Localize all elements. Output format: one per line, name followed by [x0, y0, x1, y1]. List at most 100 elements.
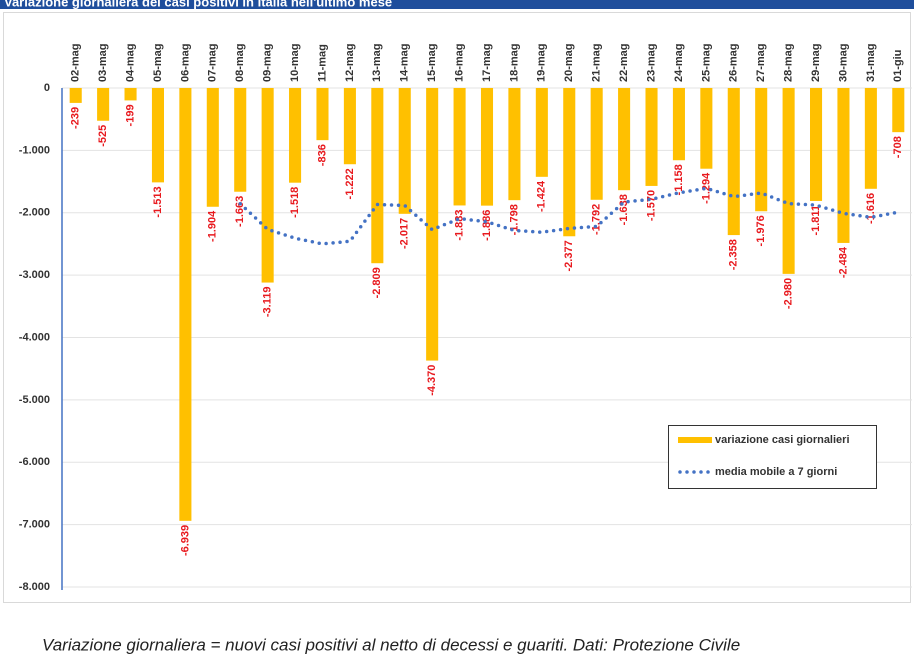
- bar: [371, 88, 384, 264]
- value-label: -836: [316, 144, 328, 166]
- value-label: -2.017: [399, 218, 411, 249]
- x-tick-label: 06-mag: [179, 43, 191, 82]
- value-label: -1.663: [234, 196, 246, 227]
- value-label: -2.484: [837, 246, 849, 278]
- legend-label: variazione casi giornalieri: [715, 434, 850, 446]
- plot-frame: [3, 12, 911, 603]
- x-tick-label: 05-mag: [152, 43, 164, 82]
- value-label: -1.976: [755, 215, 767, 246]
- bar: [700, 88, 713, 169]
- x-tick-label: 03-mag: [97, 43, 109, 82]
- x-tick-label: 04-mag: [124, 43, 136, 82]
- y-tick-label: 0: [44, 82, 50, 94]
- bar: [864, 88, 877, 189]
- x-tick-label: 14-mag: [399, 43, 411, 82]
- value-label: -1.518: [289, 187, 301, 218]
- bar: [837, 88, 850, 243]
- bar: [672, 88, 685, 161]
- bar: [343, 88, 356, 165]
- bar: [618, 88, 631, 191]
- value-label: -1.811: [810, 205, 822, 236]
- bar: [535, 88, 548, 177]
- value-label: -1.792: [591, 204, 603, 235]
- x-tick-label: 08-mag: [234, 43, 246, 82]
- x-tick-label: 07-mag: [207, 43, 219, 82]
- value-label: -1.570: [645, 190, 657, 221]
- x-tick-label: 15-mag: [426, 43, 438, 82]
- value-label: -1.222: [344, 168, 356, 199]
- value-label: -708: [892, 136, 904, 158]
- value-label: -239: [70, 107, 82, 129]
- bar: [316, 88, 329, 141]
- value-label: -525: [97, 125, 109, 147]
- y-tick-label: -1.000: [19, 144, 50, 156]
- x-tick-label: 10-mag: [289, 43, 301, 82]
- chart-title: Variazione giornaliera dei casi positivi…: [4, 0, 392, 9]
- y-tick-label: -8.000: [19, 581, 50, 593]
- x-tick-label: 09-mag: [262, 43, 274, 82]
- x-tick-label: 24-mag: [673, 43, 685, 82]
- legend-box: [668, 425, 877, 489]
- bar: [563, 88, 576, 237]
- y-tick-label: -5.000: [19, 394, 50, 406]
- bar: [234, 88, 247, 192]
- value-label: -6.939: [179, 525, 191, 556]
- x-tick-label: 22-mag: [618, 43, 630, 82]
- bar: [480, 88, 494, 206]
- bar: [206, 88, 219, 207]
- bar: [179, 88, 192, 521]
- x-tick-label: 02-mag: [70, 43, 82, 82]
- value-label: -1.798: [508, 204, 520, 235]
- value-label: -1.513: [152, 186, 164, 217]
- value-label: -1.294: [700, 172, 712, 204]
- x-tick-label: 28-mag: [783, 43, 795, 82]
- bar: [590, 88, 603, 200]
- x-tick-label: 12-mag: [344, 43, 356, 82]
- bar: [97, 88, 110, 121]
- x-tick-label: 17-mag: [481, 43, 493, 82]
- value-label: -1.424: [536, 180, 548, 212]
- x-tick-label: 21-mag: [591, 43, 603, 82]
- x-tick-label: 27-mag: [755, 43, 767, 82]
- bar: [151, 88, 164, 183]
- value-label: -2.809: [371, 267, 383, 298]
- bar: [124, 88, 137, 101]
- value-label: -4.370: [426, 365, 438, 396]
- value-label: -1.886: [481, 210, 493, 241]
- footnote: Variazione giornaliera = nuovi casi posi…: [42, 635, 740, 654]
- bar: [727, 88, 740, 236]
- bar: [645, 88, 658, 186]
- value-label: -2.980: [783, 278, 795, 309]
- bar: [289, 88, 302, 183]
- y-tick-label: -3.000: [19, 269, 50, 281]
- value-label: -1.904: [207, 210, 219, 242]
- x-tick-label: 20-mag: [563, 43, 575, 82]
- x-tick-label: 16-mag: [453, 43, 465, 82]
- bar: [508, 88, 521, 201]
- y-tick-label: -6.000: [19, 456, 50, 468]
- value-label: -3.119: [262, 287, 274, 318]
- bar: [426, 88, 439, 361]
- x-tick-label: 29-mag: [810, 43, 822, 82]
- legend-label: media mobile a 7 giorni: [715, 466, 837, 478]
- value-label: -2.358: [728, 239, 740, 270]
- value-label: -1.883: [453, 209, 465, 240]
- x-tick-label: 13-mag: [371, 43, 383, 82]
- y-tick-label: -4.000: [19, 331, 50, 343]
- x-tick-label: 19-mag: [536, 43, 548, 82]
- x-tick-label: 23-mag: [645, 43, 657, 82]
- bar: [892, 88, 905, 133]
- bar: [755, 88, 768, 212]
- x-tick-label: 18-mag: [508, 43, 520, 82]
- bar: [69, 88, 82, 103]
- legend-swatch: [678, 437, 712, 443]
- value-label: -199: [124, 104, 136, 126]
- value-label: -1.638: [618, 194, 630, 225]
- x-tick-label: 30-mag: [837, 43, 849, 82]
- x-tick-label: 11-mag: [316, 44, 328, 82]
- x-tick-label: 01-giu: [892, 50, 904, 82]
- x-tick-label: 31-mag: [865, 43, 877, 82]
- value-label: -1.158: [673, 164, 685, 195]
- value-label: -1.616: [865, 193, 877, 224]
